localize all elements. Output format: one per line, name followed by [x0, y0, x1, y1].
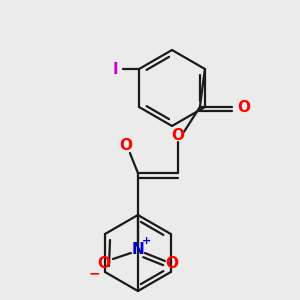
Text: −: − [88, 266, 100, 280]
Text: O: O [171, 128, 184, 142]
Text: I: I [112, 61, 118, 76]
Text: O: O [165, 256, 178, 271]
Text: N: N [131, 242, 144, 256]
Text: O: O [119, 137, 132, 152]
Text: +: + [142, 236, 152, 246]
Text: O: O [98, 256, 110, 271]
Text: O: O [237, 100, 250, 115]
